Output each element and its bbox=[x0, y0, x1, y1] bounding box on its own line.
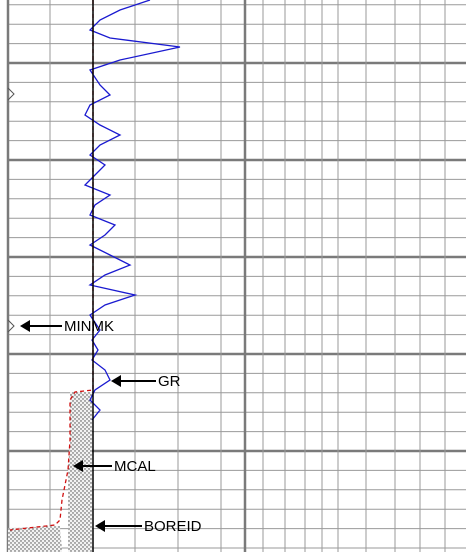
curve-label: MCAL bbox=[114, 458, 156, 475]
arrow-head bbox=[95, 520, 105, 532]
arrow-head bbox=[111, 375, 121, 387]
caliper-fill bbox=[68, 392, 92, 552]
curve-label: GR bbox=[158, 373, 181, 390]
mcal-curve bbox=[9, 0, 94, 531]
depth-marker bbox=[7, 87, 15, 101]
arrow-head bbox=[73, 460, 83, 472]
grid bbox=[6, 0, 466, 552]
curve-label: BOREID bbox=[144, 518, 202, 535]
label-minmk: MINMK bbox=[20, 318, 114, 335]
depth-marker bbox=[7, 319, 15, 333]
label-boreid: BOREID bbox=[95, 518, 202, 535]
curve-label: MINMK bbox=[64, 318, 114, 335]
arrow-head bbox=[20, 320, 30, 332]
borehole-fill bbox=[8, 526, 62, 552]
label-gr: GR bbox=[111, 373, 181, 390]
label-mcal: MCAL bbox=[73, 458, 156, 475]
